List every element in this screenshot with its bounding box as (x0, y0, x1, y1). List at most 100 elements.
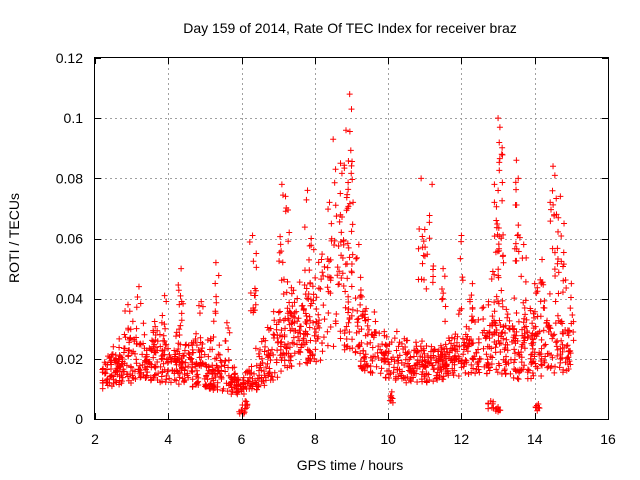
data-point (483, 370, 490, 377)
data-point (384, 367, 391, 374)
data-point (317, 286, 324, 293)
data-point (517, 367, 524, 374)
data-point (300, 306, 307, 313)
data-point (552, 339, 559, 346)
data-point (335, 242, 342, 249)
data-point (501, 346, 508, 353)
data-point (395, 343, 402, 350)
data-point (345, 293, 352, 300)
data-point (415, 245, 422, 252)
plot-frame (94, 57, 609, 420)
data-point (475, 339, 482, 346)
data-point (290, 340, 297, 347)
data-point (252, 292, 259, 299)
data-point (382, 341, 389, 348)
data-point (219, 387, 226, 394)
data-point (468, 361, 475, 368)
data-point (554, 256, 561, 263)
data-point (484, 359, 491, 366)
data-point (394, 366, 401, 373)
data-point (213, 299, 220, 306)
data-point (489, 331, 496, 338)
data-point (200, 360, 207, 367)
data-point (311, 325, 318, 332)
data-point (291, 299, 298, 306)
data-point (515, 376, 522, 383)
data-point (355, 241, 362, 248)
data-point (493, 203, 500, 210)
data-point (462, 356, 469, 363)
data-point (345, 157, 352, 164)
data-point (128, 350, 135, 357)
data-point (555, 269, 562, 276)
data-point (356, 341, 363, 348)
data-point (422, 244, 429, 251)
data-point (512, 350, 519, 357)
data-point (324, 328, 331, 335)
data-point (527, 355, 534, 362)
data-point (176, 374, 183, 381)
data-point (134, 294, 141, 301)
data-point (140, 320, 147, 327)
data-point (112, 378, 119, 385)
data-point (246, 239, 253, 246)
data-point (538, 336, 545, 343)
data-point (414, 348, 421, 355)
data-point (513, 186, 520, 193)
data-point (138, 373, 145, 380)
data-point (463, 336, 470, 343)
data-point (284, 310, 291, 317)
data-point (342, 288, 349, 295)
data-point (147, 346, 154, 353)
data-point (513, 310, 520, 317)
data-point (101, 359, 108, 366)
data-point (324, 264, 331, 271)
data-point (319, 269, 326, 276)
data-point (352, 349, 359, 356)
data-point (357, 274, 364, 281)
data-point (210, 367, 217, 374)
data-point (508, 338, 515, 345)
data-point (348, 312, 355, 319)
data-point (448, 334, 455, 341)
data-point (254, 375, 261, 382)
data-point (499, 144, 506, 151)
data-point (193, 360, 200, 367)
data-point (516, 234, 523, 241)
data-point (480, 304, 487, 311)
data-point (312, 274, 319, 281)
data-point (527, 305, 534, 312)
data-point (567, 294, 574, 301)
data-point (247, 290, 254, 297)
data-point (529, 359, 536, 366)
data-point (178, 298, 185, 305)
data-point (430, 273, 437, 280)
data-point (157, 379, 164, 386)
data-point (108, 354, 115, 361)
data-point (280, 350, 287, 357)
data-point (489, 313, 496, 320)
data-point (324, 273, 331, 280)
data-point (464, 348, 471, 355)
data-point (453, 339, 460, 346)
data-point (353, 255, 360, 262)
data-point (185, 363, 192, 370)
data-point (276, 258, 283, 265)
data-point (371, 353, 378, 360)
data-point (326, 199, 333, 206)
data-point (277, 233, 284, 240)
data-point (410, 353, 417, 360)
data-point (403, 379, 410, 386)
data-point (516, 352, 523, 359)
data-point (547, 324, 554, 331)
data-point (513, 157, 520, 164)
data-point (218, 363, 225, 370)
data-point (511, 346, 518, 353)
data-point (422, 364, 429, 371)
data-point (210, 318, 217, 325)
data-point (383, 343, 390, 350)
data-point (160, 360, 167, 367)
data-point (489, 320, 496, 327)
data-point (341, 346, 348, 353)
data-point (534, 407, 541, 414)
